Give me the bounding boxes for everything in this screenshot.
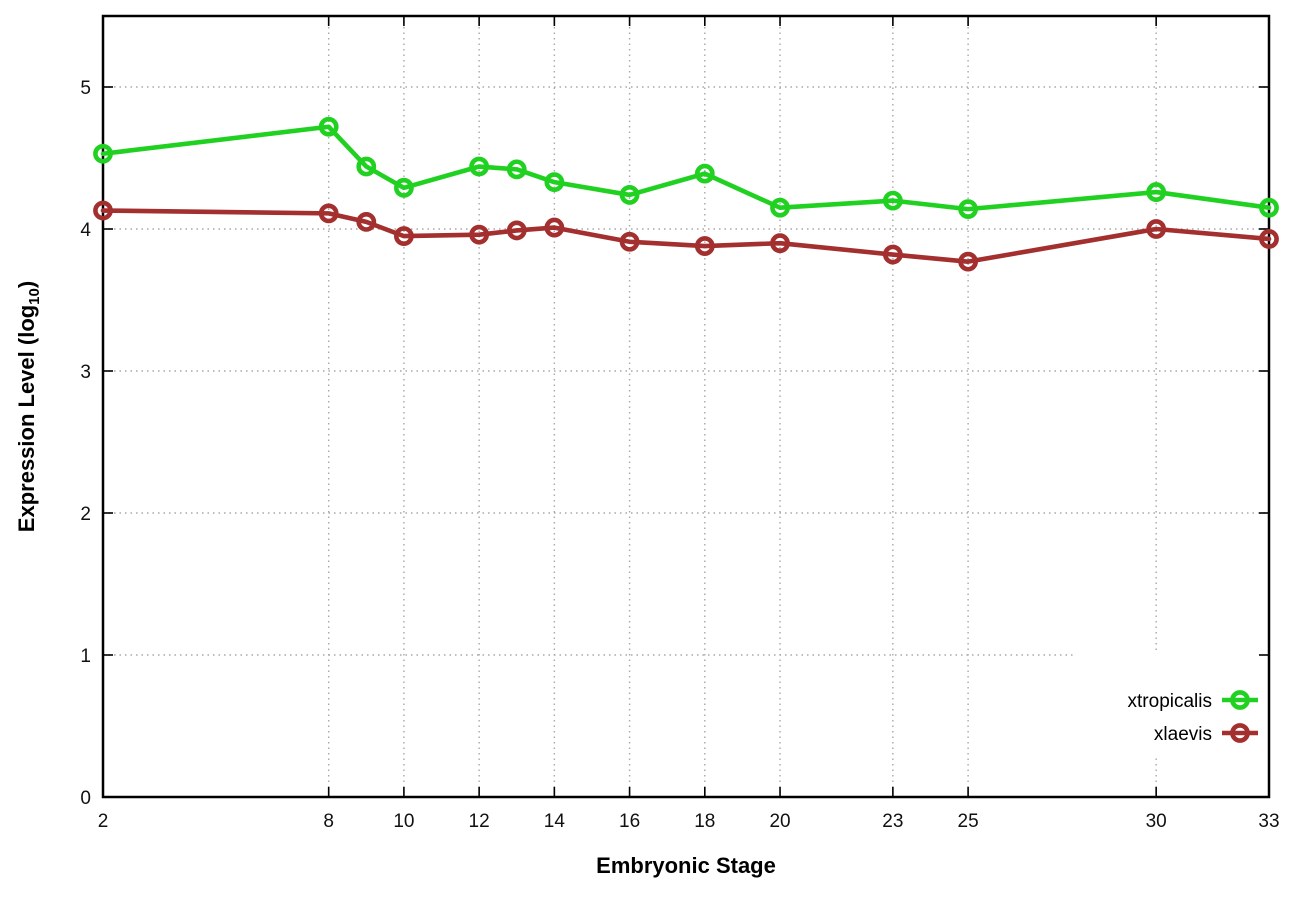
x-axis-title: Embryonic Stage — [596, 853, 776, 878]
x-tick-label: 14 — [544, 811, 566, 832]
legend-marker-xtropicalis — [1230, 690, 1250, 710]
legend-label-xtropicalis: xtropicalis — [1128, 691, 1212, 712]
data-point-xtropicalis — [469, 156, 490, 177]
data-point-xtropicalis — [770, 197, 790, 218]
data-point-xtropicalis — [619, 185, 640, 205]
data-point-xlaevis — [544, 217, 565, 238]
data-point-xtropicalis — [544, 172, 565, 193]
data-point-xtropicalis — [1146, 182, 1167, 202]
data-point-xlaevis — [506, 220, 527, 241]
data-point-xlaevis — [318, 203, 339, 224]
data-point-xlaevis — [356, 211, 377, 232]
y-tick-label: 2 — [80, 504, 91, 525]
plot-border — [101, 14, 1271, 799]
y-tick-label: 1 — [80, 646, 91, 667]
y-tick-label: 0 — [80, 788, 91, 809]
x-tick-label: 25 — [958, 811, 979, 832]
data-point-xtropicalis — [882, 190, 903, 211]
x-tick-label: 30 — [1146, 811, 1167, 832]
data-point-xlaevis — [1259, 229, 1279, 249]
data-point-xlaevis — [882, 244, 903, 265]
x-tick-label: 8 — [323, 811, 334, 832]
y-axis-title: Expression Level (log10) — [14, 281, 43, 532]
data-point-xtropicalis — [1259, 197, 1279, 218]
data-point-xlaevis — [958, 251, 978, 272]
data-point-xlaevis — [1146, 219, 1167, 239]
x-tick-label: 20 — [769, 811, 790, 832]
legend-label-xlaevis: xlaevis — [1154, 724, 1212, 745]
data-point-xtropicalis — [958, 199, 978, 220]
data-point-xtropicalis — [394, 177, 414, 198]
x-tick-label: 18 — [694, 811, 715, 832]
x-tick-label: 16 — [619, 811, 640, 832]
data-point-xtropicalis — [694, 163, 715, 184]
x-tick-label: 23 — [882, 811, 903, 832]
x-tick-label: 2 — [98, 811, 109, 832]
x-tick-label: 33 — [1258, 811, 1279, 832]
y-tick-label: 4 — [80, 220, 91, 241]
data-point-xlaevis — [394, 226, 414, 246]
series-line-xlaevis — [100, 208, 1272, 264]
x-tick-label: 10 — [393, 811, 414, 832]
data-point-xlaevis — [469, 224, 490, 245]
data-point-xlaevis — [770, 233, 790, 254]
data-point-xtropicalis — [318, 116, 339, 137]
y-tick-label: 3 — [80, 362, 91, 383]
legend-marker-xlaevis — [1230, 723, 1250, 743]
data-point-xlaevis — [619, 231, 640, 252]
data-point-xtropicalis — [356, 156, 377, 177]
series-line-xtropicalis — [100, 124, 1272, 212]
y-tick-label: 5 — [80, 78, 91, 99]
data-point-xlaevis — [694, 236, 715, 256]
data-point-xtropicalis — [93, 143, 113, 164]
x-tick-label: 12 — [469, 811, 490, 832]
data-point-xlaevis — [93, 200, 113, 221]
data-point-xtropicalis — [506, 159, 527, 180]
